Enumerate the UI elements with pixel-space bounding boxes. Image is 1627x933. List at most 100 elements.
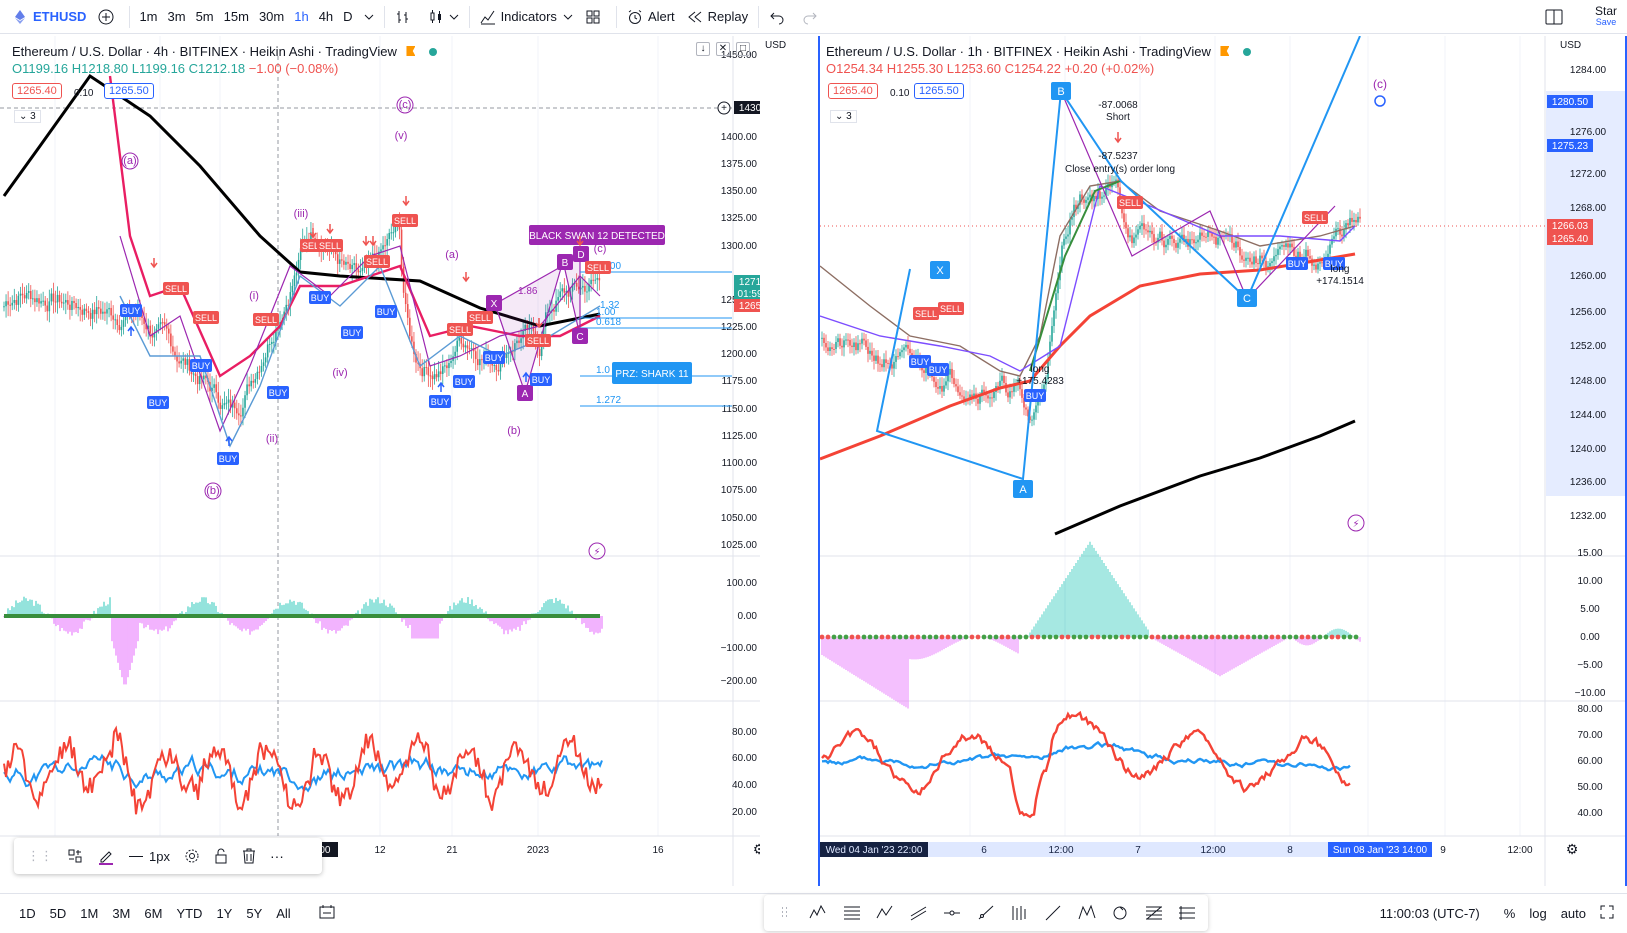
log-toggle[interactable]: log	[1529, 906, 1547, 921]
fib-retracement-icon[interactable]	[1137, 898, 1171, 928]
compare-button[interactable]	[92, 0, 125, 34]
trash-icon[interactable]	[235, 848, 263, 864]
interval-D[interactable]: D	[343, 9, 353, 24]
interval-5m[interactable]: 5m	[195, 9, 214, 24]
right-chart-canvas[interactable]: 1284.00 1276.00 1272.00 1268.00 1260.00 1256.…	[820, 36, 1625, 886]
move-down-icon[interactable]: ↓	[696, 42, 710, 56]
ask-price-box[interactable]: 1265.50	[914, 83, 964, 99]
undo-button[interactable]	[763, 0, 796, 34]
ask-price-box[interactable]: 1265.50	[104, 83, 154, 99]
range-1d[interactable]: 1D	[19, 906, 36, 921]
maximize-icon[interactable]: □	[736, 42, 750, 56]
left-chart-canvas[interactable]: 1450.001400.001375.001350.001325.001300.…	[0, 36, 760, 886]
alert-button[interactable]: Alert	[621, 0, 681, 34]
horizontal-lines-icon[interactable]	[835, 898, 869, 928]
fullscreen-icon[interactable]	[1593, 905, 1621, 922]
pen-color-icon[interactable]	[90, 847, 122, 865]
candle-body	[151, 333, 154, 338]
trend-line-icon[interactable]	[969, 898, 1003, 928]
templates-button[interactable]	[579, 0, 612, 34]
candle-body	[262, 362, 265, 367]
auto-toggle[interactable]: auto	[1560, 906, 1586, 921]
save-label: Save	[1595, 16, 1617, 27]
bid-price-box[interactable]: 1265.40	[12, 83, 62, 99]
interval-30m[interactable]: 30m	[258, 9, 285, 24]
xabcd-pattern-icon[interactable]	[1070, 898, 1104, 928]
candle-style-button[interactable]	[422, 0, 465, 34]
candle-body	[977, 398, 979, 404]
right-chart-pane[interactable]: 1284.00 1276.00 1272.00 1268.00 1260.00 1256.…	[818, 36, 1627, 886]
currency-label[interactable]: USD	[765, 40, 787, 51]
chevron-down-icon: ⌄	[835, 111, 844, 122]
sell-arrow	[576, 236, 584, 247]
candle-body	[46, 305, 49, 312]
cycle-icon[interactable]	[1103, 898, 1137, 928]
group-icon[interactable]	[60, 848, 90, 864]
layout-button[interactable]	[1539, 0, 1569, 34]
elliott-wave-icon[interactable]	[802, 898, 836, 928]
star-save-button[interactable]: Star Save	[1589, 0, 1627, 34]
range-1y[interactable]: 1Y	[216, 906, 233, 921]
range-5d[interactable]: 5D	[49, 906, 67, 921]
long-position-icon[interactable]	[1003, 898, 1037, 928]
candle-body	[1353, 219, 1355, 222]
time-tick-label: 7	[1135, 845, 1141, 856]
drag-handle-icon[interactable]: ⋮⋮	[27, 848, 53, 863]
interval-3m[interactable]: 3m	[167, 9, 186, 24]
candle-body	[69, 304, 71, 310]
range-all[interactable]: All	[276, 906, 291, 921]
currency-label[interactable]: USD	[1560, 40, 1582, 51]
range-3m[interactable]: 3M	[112, 906, 131, 921]
candle-body	[1087, 197, 1089, 200]
symbol-search[interactable]: ETHUSD	[0, 0, 92, 34]
zero-dot	[1335, 634, 1341, 640]
left-chart-pane[interactable]: 1450.00 1400.00 1375.00 1350.00 1325.00 1300.…	[0, 36, 786, 886]
settings-gear-icon[interactable]	[177, 848, 207, 864]
replay-button[interactable]: Replay	[681, 0, 754, 34]
candle-body	[1037, 399, 1039, 406]
line-width-button[interactable]: 1px	[122, 849, 177, 864]
ray-icon[interactable]	[1036, 898, 1070, 928]
parallel-channel-icon[interactable]	[902, 898, 936, 928]
ohlc-close: C1212.18	[188, 61, 246, 76]
horizontal-ray-icon[interactable]	[936, 898, 970, 928]
candle-body	[275, 330, 277, 342]
abcd-pattern-icon[interactable]	[869, 898, 903, 928]
collapse-icon[interactable]: ✕	[716, 42, 730, 56]
drag-handle-icon[interactable]	[768, 898, 802, 928]
clock[interactable]: 11:00:03 (UTC-7)	[1379, 906, 1480, 921]
range-1m[interactable]: 1M	[80, 906, 99, 921]
pitchfork-icon[interactable]	[1170, 898, 1204, 928]
zero-dot	[1257, 634, 1263, 640]
indicator-toggle[interactable]: ⌄ 3	[830, 110, 857, 123]
range-5y[interactable]: 5Y	[246, 906, 263, 921]
range-6m[interactable]: 6M	[144, 906, 163, 921]
interval-15m[interactable]: 15m	[223, 9, 249, 24]
interval-1h[interactable]: 1h	[294, 9, 309, 24]
bar-style-button[interactable]	[389, 0, 422, 34]
bid-price-box[interactable]: 1265.40	[828, 83, 878, 99]
redo-button[interactable]	[796, 0, 829, 34]
indicator-toggle[interactable]: ⌄ 3	[14, 110, 41, 123]
pattern-point-label: D	[577, 250, 584, 261]
candle-body	[1131, 235, 1133, 244]
buy-marker	[120, 304, 142, 317]
more-icon[interactable]: ···	[269, 848, 284, 864]
interval-1m[interactable]: 1m	[139, 9, 158, 24]
candle-body	[1067, 234, 1069, 237]
range-ytd[interactable]: YTD	[176, 906, 203, 921]
interval-dropdown[interactable]	[358, 0, 380, 34]
buy-label: BUY	[122, 306, 141, 316]
percent-toggle[interactable]: %	[1503, 906, 1516, 921]
lock-icon[interactable]	[207, 848, 235, 864]
time-tick-label: 12:00	[1507, 845, 1532, 856]
candle-body	[947, 374, 949, 382]
zero-dot	[1221, 634, 1227, 640]
buy-marker	[375, 305, 397, 318]
date-range-icon[interactable]	[312, 905, 342, 922]
candle-body	[499, 362, 502, 372]
interval-4h[interactable]: 4h	[318, 9, 334, 24]
candle-body	[561, 288, 564, 292]
indicators-button[interactable]: Indicators	[474, 0, 579, 34]
candle-body	[1073, 204, 1075, 218]
